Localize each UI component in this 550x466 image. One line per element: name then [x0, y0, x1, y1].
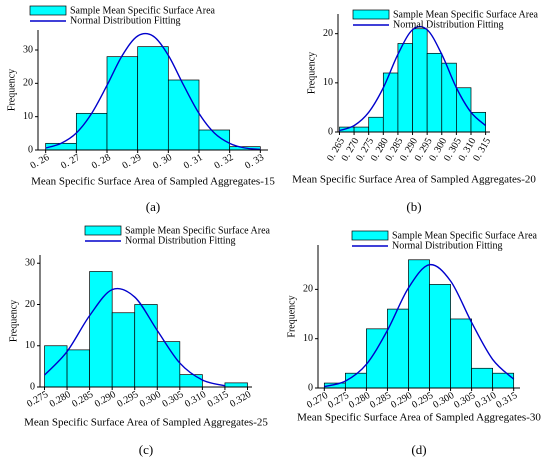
y-tick-label: 10 [303, 333, 313, 344]
legend-label: Sample Mean Specific Surface Area [70, 5, 216, 16]
y-tick-label: 30 [25, 258, 35, 269]
x-tick-label: 0.275 [25, 389, 50, 410]
x-tick-label: 0.285 [70, 389, 95, 410]
bar [345, 372, 367, 389]
y-tick-label: 0 [30, 381, 35, 392]
bar [106, 56, 139, 151]
y-tick-label: 0 [308, 382, 313, 393]
legend-label: Normal Distribution Fitting [393, 19, 504, 30]
x-tick-label: 0. 29 [120, 152, 143, 172]
x-tick-label: 0.310 [183, 389, 208, 410]
x-axis-label: Mean Specific Surface Area of Sampled Ag… [24, 417, 268, 429]
legend-swatch [352, 9, 390, 20]
bar [66, 349, 90, 388]
bar [111, 312, 136, 388]
y-axis-label: Frequency [8, 300, 19, 342]
legend-swatch [29, 5, 67, 16]
bar [366, 328, 388, 389]
bar [353, 126, 370, 133]
legend-label: Sample Mean Specific Surface Area [125, 225, 271, 236]
bar [75, 112, 108, 151]
x-axis-label: Mean Specific Surface Area of Sampled Ag… [297, 412, 541, 424]
x-tick-label: 0.290 [93, 389, 118, 410]
bar [397, 43, 413, 133]
x-tick-label: 0. 31 [182, 152, 205, 172]
x-axis-label: Mean Specific Surface Area of Sampled Ag… [292, 174, 536, 186]
bar [137, 46, 169, 151]
fit-curve [45, 32, 261, 151]
x-tick-label: 0.305 [160, 389, 185, 410]
bar [492, 372, 515, 389]
x-axis-label: Mean Specific Surface Area of Sampled Ag… [31, 176, 275, 188]
bar [179, 374, 203, 388]
bar [408, 259, 430, 389]
x-tick-label: 0.280 [48, 389, 73, 410]
y-axis-label: Frequency [286, 295, 297, 337]
bar [471, 367, 493, 389]
bar [167, 79, 200, 151]
legend-swatch [84, 225, 122, 236]
legend-swatch [351, 230, 389, 241]
y-tick-label: 20 [323, 28, 333, 39]
caption: (c) [139, 442, 153, 457]
x-tick-label: 0. 28 [90, 152, 113, 172]
x-tick-label: 0.320 [228, 389, 253, 410]
caption: (d) [411, 442, 426, 457]
fit-curve [339, 25, 487, 132]
legend-label: Normal Distribution Fitting [392, 240, 503, 251]
bar [224, 382, 248, 388]
y-tick-label: 10 [23, 111, 33, 122]
fit-curve [44, 287, 226, 387]
bar [412, 28, 428, 133]
x-tick-label: 0. 32 [212, 152, 235, 172]
bar [387, 308, 409, 389]
x-tick-label: 0. 30 [151, 152, 174, 172]
bar [134, 304, 158, 388]
legend-label: Normal Distribution Fitting [125, 235, 236, 246]
bar [441, 62, 457, 133]
y-tick-label: 20 [23, 78, 33, 89]
y-tick-label: 10 [323, 77, 333, 88]
x-tick-label: 0. 27 [59, 152, 82, 172]
bar [426, 52, 443, 133]
y-tick-label: 0 [28, 144, 33, 155]
x-tick-label: 0.315 [206, 389, 231, 410]
bar [429, 284, 451, 389]
y-tick-label: 30 [23, 44, 33, 55]
y-axis-label: Frequency [306, 52, 317, 94]
fit-curve [324, 263, 515, 388]
x-tick-label: 0.300 [138, 389, 163, 410]
legend-label: Normal Distribution Fitting [70, 15, 181, 26]
legend-label: Sample Mean Specific Surface Area [393, 9, 539, 20]
x-tick-label: 0.295 [115, 389, 140, 410]
panel: 01020300.2750.2800.2850.2900.2950.3000.3… [8, 225, 270, 457]
bar [368, 116, 384, 133]
y-tick-label: 10 [25, 340, 35, 351]
y-tick-label: 20 [303, 284, 313, 295]
caption: (b) [406, 199, 421, 214]
legend-label: Sample Mean Specific Surface Area [392, 230, 538, 241]
x-tick-label: 0. 33 [243, 152, 266, 172]
panel: 010200.2700.2750.2800.2850.2900.2950.300… [286, 230, 541, 457]
bar [450, 318, 472, 389]
y-tick-label: 0 [328, 126, 333, 137]
caption: (a) [146, 199, 160, 214]
bar [44, 345, 68, 388]
x-tick-label: 0.315 [494, 390, 519, 411]
bar [89, 271, 113, 388]
y-tick-label: 20 [25, 299, 35, 310]
y-axis-label: Frequency [6, 69, 17, 111]
